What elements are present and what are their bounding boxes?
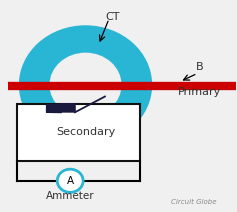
Text: Ammeter: Ammeter bbox=[46, 191, 95, 201]
Text: Secondary: Secondary bbox=[56, 127, 115, 137]
Text: Circuit Globe: Circuit Globe bbox=[171, 199, 217, 205]
Circle shape bbox=[19, 26, 151, 144]
Text: B: B bbox=[196, 62, 204, 72]
Circle shape bbox=[50, 53, 121, 117]
Text: Primary: Primary bbox=[178, 87, 221, 97]
Text: A: A bbox=[67, 176, 74, 186]
Bar bbox=[17, 104, 140, 161]
Text: CT: CT bbox=[105, 12, 120, 22]
Circle shape bbox=[57, 169, 83, 192]
